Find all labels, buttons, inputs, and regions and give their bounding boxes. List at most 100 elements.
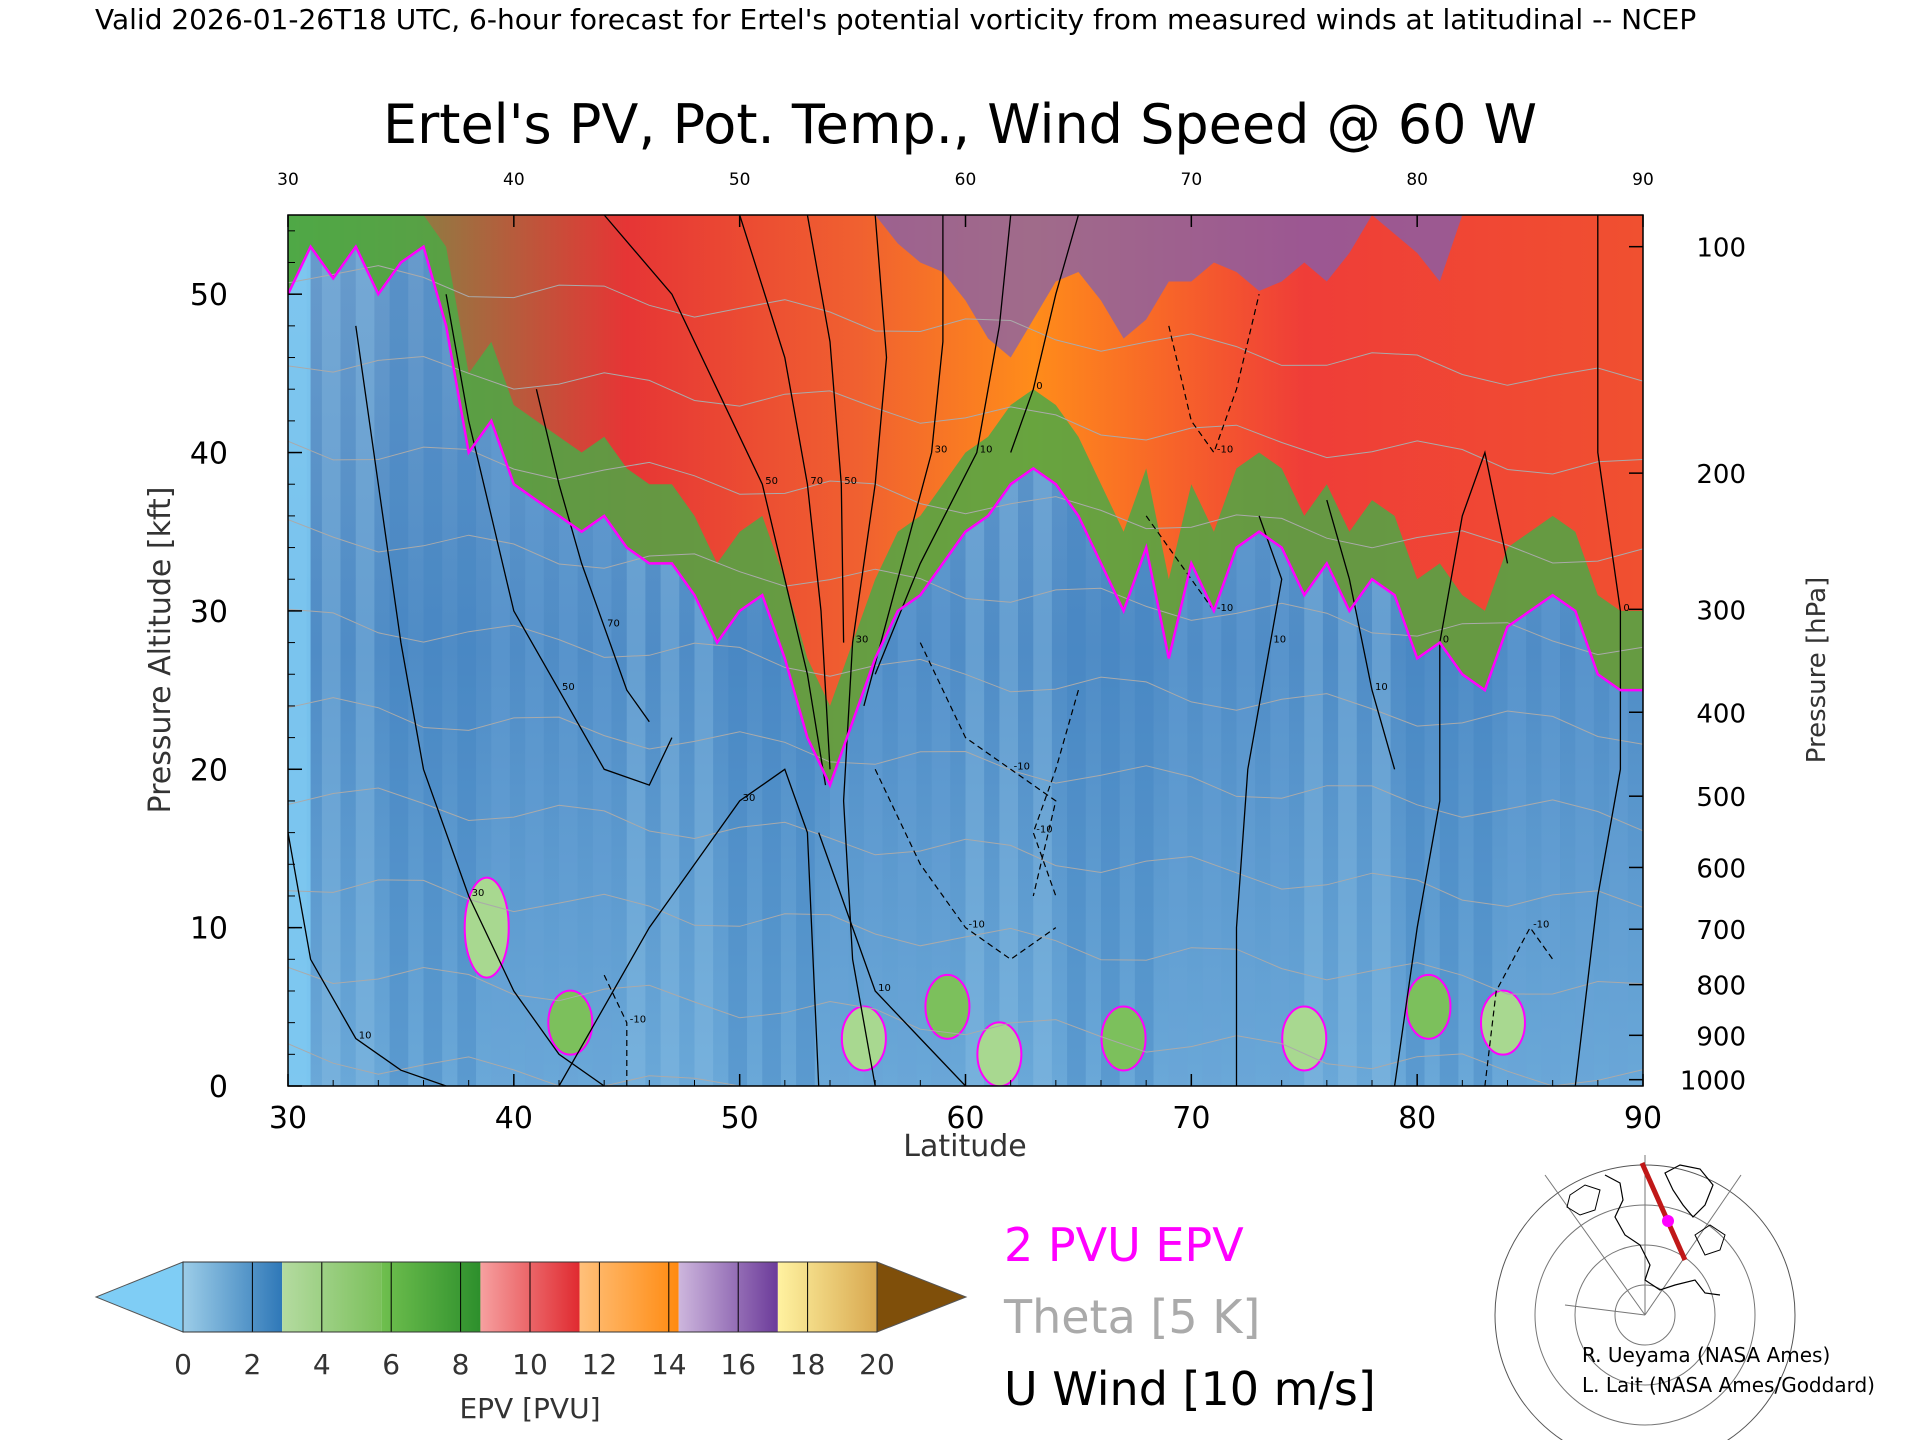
wind-contour-label: 0 [1443, 635, 1449, 646]
y-tick-label: 10 [190, 912, 228, 947]
theta-contour [288, 355, 1643, 475]
epv-colorbar: 0 2 4 6 8 10 12 14 16 18 20 EPV [PVU] [94, 1261, 968, 1425]
cross-section-track [1639, 1161, 1688, 1262]
wind-contour-label: 10 [980, 445, 993, 456]
theta-contour [288, 787, 1643, 908]
colorbar-segment [183, 1262, 283, 1332]
x-tick-label: 90 [1624, 1101, 1662, 1136]
colorbar-tick-label: 2 [243, 1348, 261, 1381]
x-axis-label: Latitude [903, 1129, 1026, 1164]
pressure-tick-label: 500 [1696, 783, 1746, 813]
wind-contour [1010, 215, 1080, 453]
pv-anomaly [1100, 1005, 1147, 1072]
y-tick-label: 20 [190, 753, 228, 788]
x-tick-label-top: 70 [1181, 170, 1203, 190]
wind-contour-label: -10 [1533, 920, 1549, 931]
x-tick-label-top: 30 [277, 170, 299, 190]
x-tick-label: 80 [1398, 1101, 1436, 1136]
x-tick-label-top: 50 [729, 170, 751, 190]
colorbar-segment [579, 1262, 679, 1332]
pressure-tick-label: 300 [1696, 596, 1746, 626]
wind-contour-negative [1484, 926, 1554, 1086]
wind-contour-label: 10 [1375, 682, 1388, 693]
y-tick-label: 0 [209, 1070, 228, 1105]
credits: R. Ueyama (NASA Ames) L. Lait (NASA Ames… [1582, 1340, 1875, 1400]
chart-title: Ertel's PV, Pot. Temp., Wind Speed @ 60 … [383, 93, 1537, 156]
pv-anomaly [1281, 1005, 1328, 1072]
theta-contour [288, 697, 1643, 832]
theta-contour [288, 440, 1643, 564]
theta-contour [288, 519, 1643, 656]
credit-line: L. Lait (NASA Ames/Goddard) [1582, 1373, 1875, 1397]
wind-contour-label: 70 [810, 476, 823, 487]
tropopause-2pvu-line [288, 244, 1643, 789]
wind-contour [355, 325, 605, 1086]
wind-contour [288, 832, 447, 1086]
pv-anomaly [924, 973, 971, 1040]
legend-epv-2pvu: 2 PVU EPV [1004, 1218, 1244, 1272]
colorbar-segment [282, 1262, 382, 1332]
colorbar-tick-label: 14 [651, 1348, 687, 1381]
pv-anomaly [1405, 973, 1452, 1040]
pv-stripe [321, 215, 341, 1086]
colorbar-tick-label: 4 [313, 1348, 331, 1381]
axes: 3030404050506060707080809090010203040501… [143, 170, 1832, 1164]
wind-contour-label: 70 [607, 619, 620, 630]
wind-contour [535, 389, 650, 723]
pv-stripe [355, 215, 375, 1086]
chart-banner: Valid 2026-01-26T18 UTC, 6-hour forecast… [95, 3, 1696, 36]
wind-contour [874, 215, 1012, 675]
wind-contour-label: 30 [743, 793, 756, 804]
wind-contour-label: -10 [1036, 825, 1052, 836]
y-tick-label: 30 [190, 595, 228, 630]
colorbar-segment [777, 1262, 877, 1332]
colorbar-label: EPV [PVU] [459, 1392, 600, 1425]
pv-anomaly [463, 876, 510, 979]
pv-anomaly [547, 989, 594, 1056]
colorbar-tick-label: 6 [382, 1348, 400, 1381]
pv-anomaly [976, 1021, 1023, 1086]
wind-contour-label: 10 [1273, 635, 1286, 646]
tropopause-green-band [288, 215, 1643, 786]
colorbar-segment [678, 1262, 778, 1332]
pressure-tick-label: 1000 [1680, 1067, 1746, 1097]
wind-contour-label: -10 [1217, 603, 1233, 614]
wind-contour [842, 215, 888, 1086]
pressure-tick-label: 200 [1696, 460, 1746, 490]
wind-contour [739, 215, 831, 770]
theta-contour [288, 608, 1643, 745]
wind-contour [863, 215, 944, 707]
x-tick-label: 60 [946, 1101, 984, 1136]
colorbar-over-arrow [876, 1261, 968, 1333]
pressure-tick-label: 900 [1696, 1022, 1746, 1052]
wind-contour-label: 30 [856, 635, 869, 646]
wind-contour-label: -10 [1217, 445, 1233, 456]
pv-anomaly [840, 1005, 887, 1072]
y2-axis-label: Pressure [hPa] [1802, 577, 1832, 764]
x-tick-label: 30 [269, 1101, 307, 1136]
wind-contour [603, 215, 827, 786]
y-axis-label: Pressure Altitude [kft] [143, 487, 178, 814]
wind-contour [445, 294, 673, 786]
colorbar-tick-label: 8 [452, 1348, 470, 1381]
colorbar-segment [381, 1262, 481, 1332]
wind-contours: 10 30 50 70 30 50 70 50 30 30 10 10 0 10 10 0 0 -10 -10 -10… [288, 215, 1630, 1086]
pv-stripe [389, 215, 409, 1086]
wind-contour-label: 50 [844, 476, 857, 487]
wind-contour-label: -10 [1014, 761, 1030, 772]
colorbar-tick-label: 12 [582, 1348, 618, 1381]
pv-anomaly [1479, 989, 1526, 1056]
x-tick-label-top: 40 [503, 170, 525, 190]
locator-marker [1662, 1215, 1674, 1227]
x-tick-label: 40 [495, 1101, 533, 1136]
pressure-tick-label: 400 [1696, 699, 1746, 729]
colorbar-frame [182, 1261, 878, 1333]
wind-contour-negative [919, 642, 1057, 897]
legend-u-wind: U Wind [10 m/s] [1004, 1362, 1376, 1416]
wind-contour-label: 30 [935, 445, 948, 456]
theta-contour [288, 265, 1643, 386]
colorbar-under-arrow [94, 1261, 184, 1333]
colorbar-tick-label: 18 [790, 1348, 826, 1381]
credit-line: R. Ueyama (NASA Ames) [1582, 1343, 1831, 1367]
